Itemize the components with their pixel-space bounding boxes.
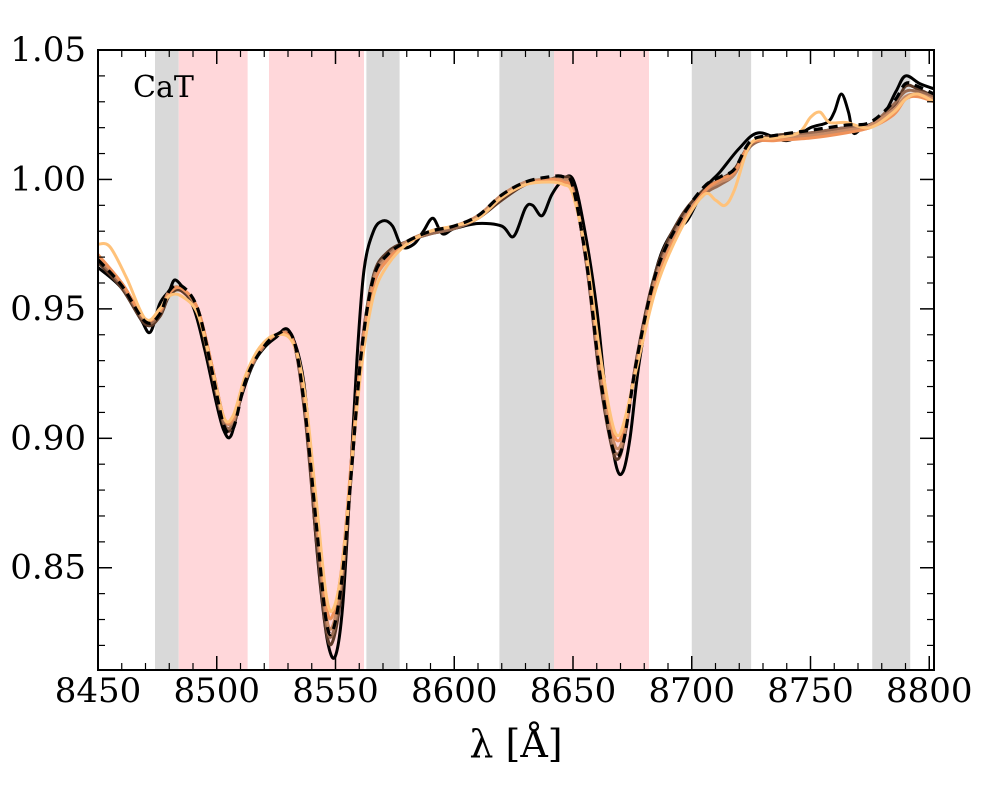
y-tick-label: 1.00 bbox=[10, 159, 86, 199]
y-tick-labels: 0.85 0.90 0.95 1.00 1.05 bbox=[10, 30, 86, 588]
x-axis-title: λ [Å] bbox=[469, 722, 562, 766]
band-feature-1 bbox=[178, 50, 248, 670]
series-lines bbox=[98, 74, 934, 660]
band-continuum-4 bbox=[499, 50, 554, 670]
y-tick-label: 0.90 bbox=[10, 418, 86, 458]
x-tick-label: 8800 bbox=[886, 671, 973, 711]
x-tick-label: 8600 bbox=[411, 671, 498, 711]
x-tick-labels: 8450 8500 8550 8600 8650 8700 8750 8800 bbox=[55, 671, 973, 711]
x-tick-label: 8700 bbox=[648, 671, 735, 711]
x-tick-label: 8650 bbox=[530, 671, 617, 711]
shaded-bands bbox=[155, 50, 911, 670]
band-continuum-6 bbox=[691, 50, 752, 670]
x-tick-label: 8500 bbox=[173, 671, 260, 711]
series-model-dashed bbox=[98, 81, 934, 637]
band-continuum-0 bbox=[155, 50, 179, 670]
y-tick-label: 1.05 bbox=[10, 30, 86, 70]
y-tick-label: 0.85 bbox=[10, 548, 86, 588]
band-continuum-7 bbox=[872, 50, 911, 670]
x-tick-label: 8550 bbox=[292, 671, 379, 711]
x-tick-label: 8450 bbox=[55, 671, 142, 711]
band-feature-2 bbox=[269, 50, 364, 670]
x-tick-label: 8750 bbox=[767, 671, 854, 711]
band-continuum-3 bbox=[366, 50, 400, 670]
series-spectrum-6 bbox=[98, 92, 934, 613]
y-tick-label: 0.95 bbox=[10, 289, 86, 329]
cat-annotation: CaT bbox=[133, 70, 194, 105]
plot-frame bbox=[97, 49, 935, 671]
